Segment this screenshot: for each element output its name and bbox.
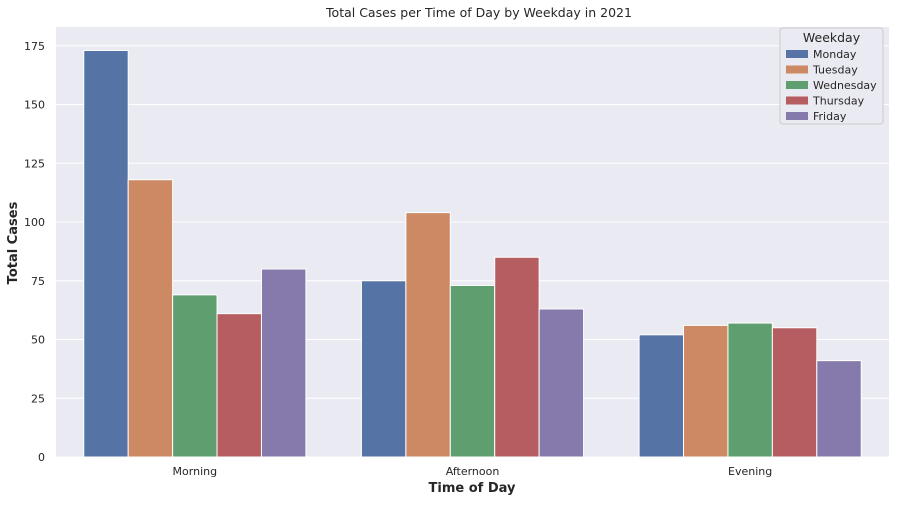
y-tick-label: 100 bbox=[24, 216, 45, 229]
legend-swatch-tuesday bbox=[786, 65, 808, 74]
bar-monday-evening bbox=[638, 334, 685, 458]
legend-swatch-monday bbox=[786, 50, 808, 58]
y-tick-label: 25 bbox=[31, 392, 45, 405]
bar-wednesday-afternoon bbox=[449, 284, 496, 458]
y-axis-ticks: 0 25 50 75 100 125 150 175 bbox=[24, 40, 45, 464]
bar-thursday-afternoon bbox=[494, 256, 540, 458]
bar-tuesday-morning bbox=[127, 179, 174, 458]
x-tick-label: Morning bbox=[173, 465, 218, 478]
y-tick-label: 175 bbox=[24, 40, 45, 53]
bar-tuesday-afternoon bbox=[405, 212, 451, 458]
bar-tuesday-evening bbox=[683, 324, 729, 458]
legend-swatch-wednesday bbox=[786, 81, 808, 89]
y-tick-label: 0 bbox=[38, 451, 45, 464]
legend-swatch-friday bbox=[786, 112, 808, 120]
bar-wednesday-morning bbox=[172, 294, 218, 458]
x-tick-label: Afternoon bbox=[446, 465, 500, 478]
legend-label-thursday: Thursday bbox=[812, 95, 865, 108]
y-tick-label: 150 bbox=[24, 99, 45, 112]
legend-swatch-thursday bbox=[786, 96, 808, 105]
bar-thursday-evening bbox=[771, 327, 818, 458]
bar-friday-afternoon bbox=[538, 308, 585, 458]
y-tick-label: 50 bbox=[31, 334, 45, 347]
legend-title: Weekday bbox=[803, 30, 861, 45]
legend-label-wednesday: Wednesday bbox=[813, 79, 877, 92]
bar-friday-morning bbox=[260, 268, 307, 458]
y-tick-label: 125 bbox=[24, 157, 45, 170]
legend-label-friday: Friday bbox=[813, 110, 847, 123]
legend-items: Monday Tuesday Wednesday Thursday Friday bbox=[786, 48, 877, 123]
legend: Weekday Monday Tuesday Wednesday Thursday Fr… bbox=[779, 27, 884, 125]
bars bbox=[83, 49, 862, 458]
bar-friday-evening bbox=[816, 360, 862, 458]
x-tick-label: Evening bbox=[728, 465, 772, 478]
bar-wednesday-evening bbox=[727, 322, 773, 458]
legend-label-tuesday: Tuesday bbox=[812, 64, 858, 77]
x-axis-ticks: Morning Afternoon Evening bbox=[173, 465, 773, 478]
x-axis-label: Time of Day bbox=[429, 481, 516, 496]
legend-label-monday: Monday bbox=[813, 48, 857, 61]
chart-title: Total Cases per Time of Day by Weekday i… bbox=[325, 5, 632, 20]
bar-thursday-morning bbox=[216, 313, 262, 458]
y-axis-label: Total Cases bbox=[6, 201, 21, 284]
bar-monday-morning bbox=[83, 49, 129, 458]
bar-monday-afternoon bbox=[360, 280, 407, 458]
y-tick-label: 75 bbox=[31, 275, 45, 288]
